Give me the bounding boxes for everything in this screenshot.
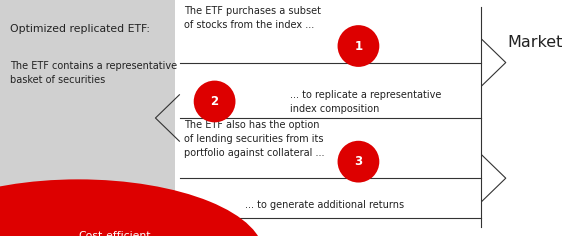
Ellipse shape <box>338 25 379 67</box>
Ellipse shape <box>194 81 235 122</box>
Text: Market: Market <box>508 35 563 50</box>
Text: The ETF purchases a subset
of stocks from the index ...: The ETF purchases a subset of stocks fro… <box>184 6 321 30</box>
Text: Cost-efficient
through
optimization: Cost-efficient through optimization <box>78 231 151 236</box>
Text: 3: 3 <box>354 155 362 168</box>
Text: Optimized replicated ETF:: Optimized replicated ETF: <box>10 24 150 34</box>
Bar <box>0 0 175 236</box>
Text: ... to generate additional returns: ... to generate additional returns <box>245 200 404 210</box>
Text: 1: 1 <box>354 39 362 53</box>
Text: ... to replicate a representative
index composition: ... to replicate a representative index … <box>290 90 441 114</box>
Text: The ETF also has the option
of lending securities from its
portfolio against col: The ETF also has the option of lending s… <box>184 120 325 158</box>
Ellipse shape <box>338 141 379 182</box>
Circle shape <box>0 179 264 236</box>
Text: 2: 2 <box>211 95 219 108</box>
Text: The ETF contains a representative
basket of securities: The ETF contains a representative basket… <box>10 61 177 85</box>
